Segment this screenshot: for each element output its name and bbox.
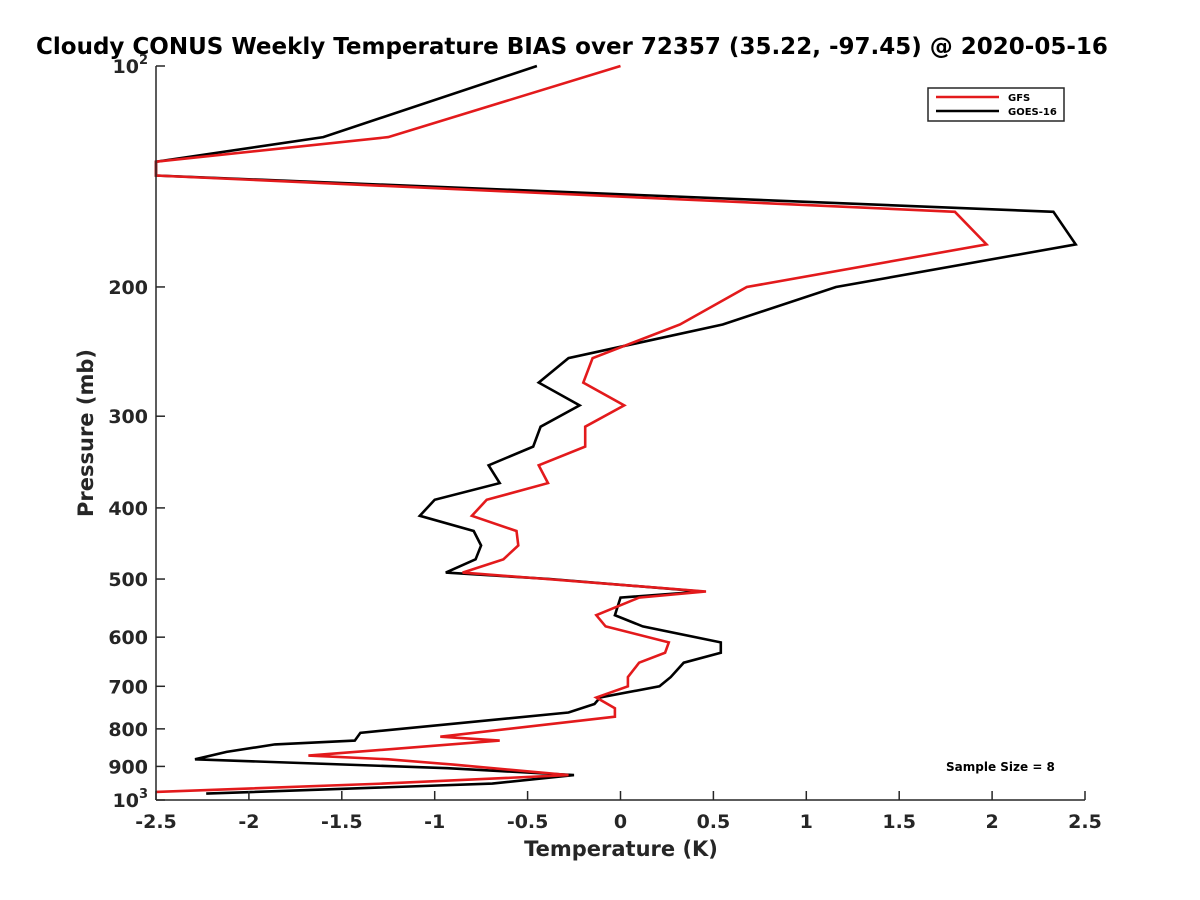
x-tick-label: 1 <box>800 811 813 833</box>
x-axis-title: Temperature (K) <box>524 837 718 861</box>
x-tick-label: -2 <box>238 811 259 833</box>
x-tick-label: 0.5 <box>697 811 731 833</box>
series-line-gfs <box>154 64 990 794</box>
y-axis-title: Pressure (mb) <box>74 349 98 517</box>
y-tick-label: 500 <box>108 569 148 591</box>
x-tick-label: -1 <box>424 811 445 833</box>
chart-title: Cloudy CONUS Weekly Temperature BIAS ove… <box>36 34 1108 60</box>
y-tick-label: 300 <box>108 406 148 428</box>
x-tick-label: -1.5 <box>321 811 363 833</box>
y-tick-label: 800 <box>108 719 148 741</box>
y-tick-label: 102 <box>113 53 149 78</box>
series-layer <box>154 64 1078 795</box>
legend-label-goes16: GOES-16 <box>1008 107 1057 118</box>
y-tick-label: 900 <box>108 756 148 778</box>
x-tick-label: -0.5 <box>507 811 549 833</box>
x-tick-label: -2.5 <box>135 811 177 833</box>
sample-size-annotation: Sample Size = 8 <box>946 760 1055 774</box>
legend-box <box>927 87 1065 122</box>
y-tick-label: 600 <box>108 627 148 649</box>
x-tick-label: 1.5 <box>882 811 916 833</box>
plot-background <box>156 66 1085 800</box>
plot-area: -2.5 -2 -1.5 -1 -0.5 0 0.5 1 1.5 2 2.5 102 200 300 40… <box>108 53 1102 833</box>
x-tick-label: 0 <box>614 811 627 833</box>
y-tick-label: 103 <box>113 787 149 812</box>
legend: GFS GOES-16 <box>927 87 1065 122</box>
y-tick-label: 400 <box>108 498 148 520</box>
y-tick-label: 700 <box>108 676 148 698</box>
x-tick-label: 2.5 <box>1068 811 1102 833</box>
y-axis-ticks: 102 200 300 400 500 600 700 800 900 103 <box>108 53 165 812</box>
x-tick-label: 2 <box>985 811 998 833</box>
y-tick-label: 200 <box>108 277 148 299</box>
x-axis-ticks: -2.5 -2 -1.5 -1 -0.5 0 0.5 1 1.5 2 2.5 <box>135 791 1102 833</box>
legend-label-gfs: GFS <box>1008 93 1030 104</box>
